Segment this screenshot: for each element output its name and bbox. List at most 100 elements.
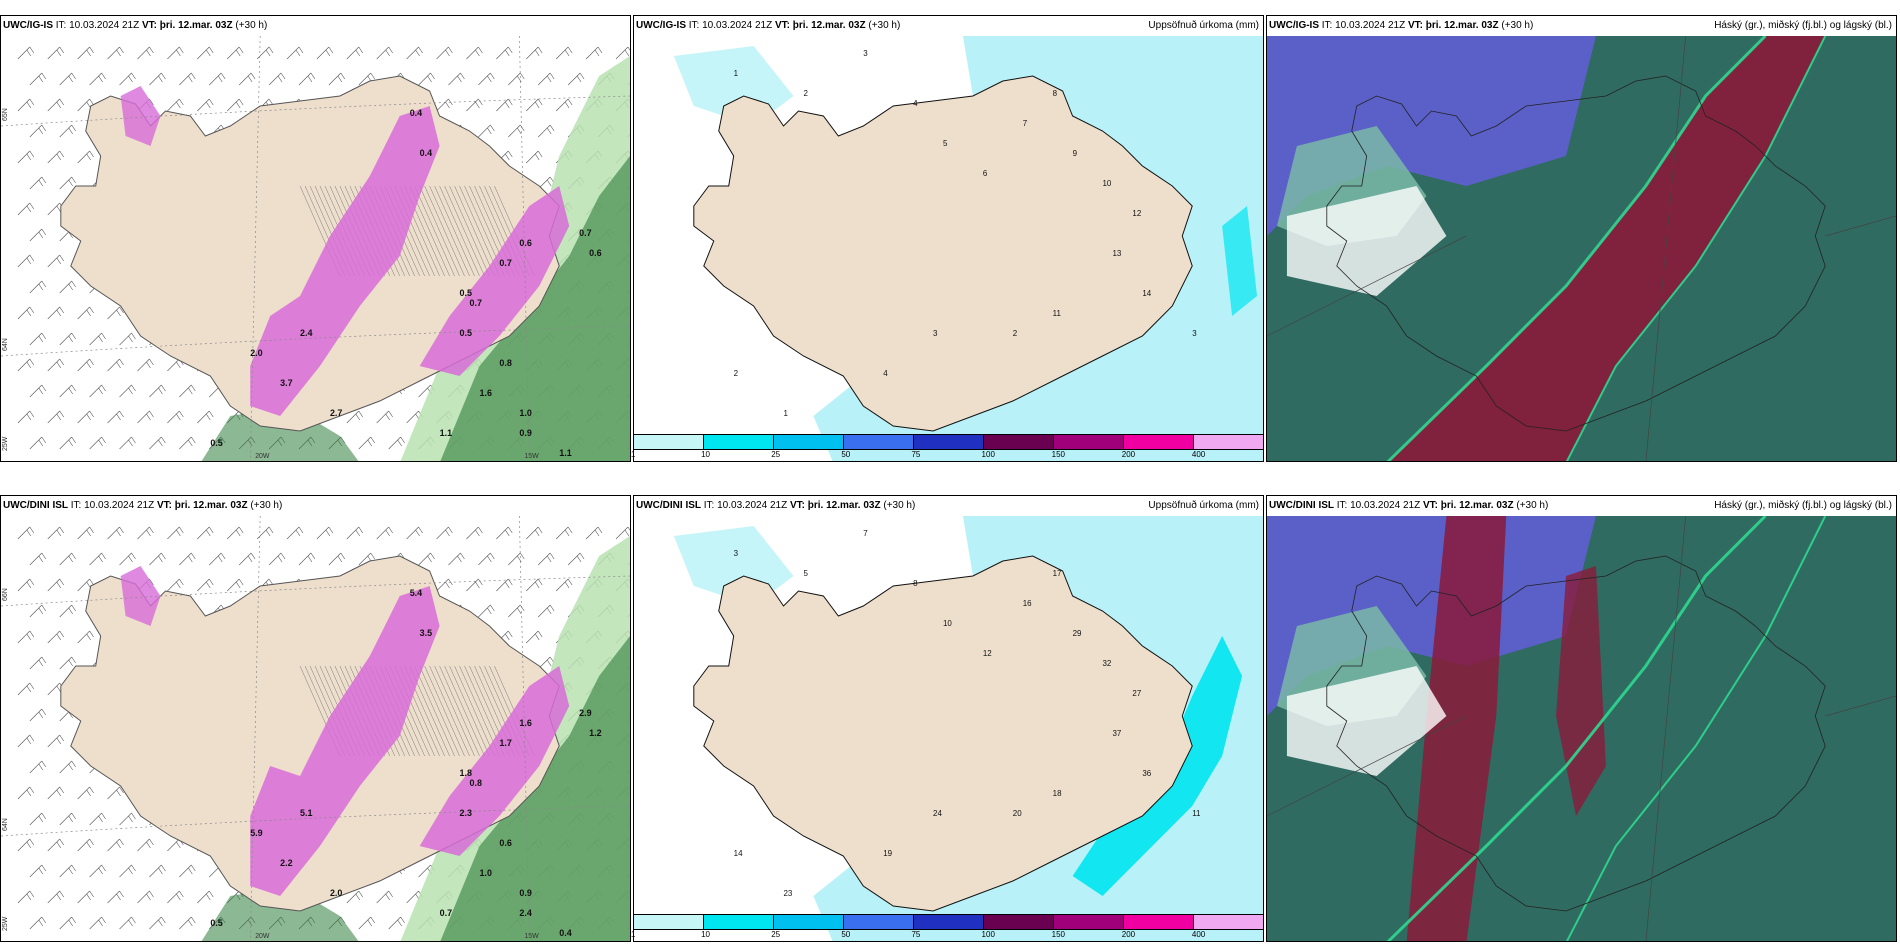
wind-barb (29, 864, 47, 878)
accum-value-label: 13 (1112, 249, 1121, 258)
wind-barb (17, 578, 35, 592)
wind-barb (256, 526, 274, 540)
wind-barb (137, 890, 154, 904)
wind-barb (197, 98, 214, 112)
wind-barb (179, 384, 196, 398)
wind-barb (149, 384, 166, 398)
hatch-line (419, 665, 460, 757)
wind-barb (466, 98, 483, 112)
accum-value-label: 10 (1103, 179, 1112, 188)
colorbar-label: 150 (1051, 930, 1066, 939)
wind-barb (149, 864, 166, 878)
colorbar-2: 1 10 25 50 75 100 150 200 400 (631, 912, 1264, 940)
lat-label: 25W (2, 916, 9, 931)
wind-barb (119, 436, 136, 450)
precip-value-label: 2.0 (250, 348, 262, 358)
precip-value-label: 0.6 (589, 248, 601, 258)
wind-barb (286, 46, 304, 60)
wind-barb (59, 332, 76, 346)
wind-barb (197, 578, 214, 592)
precip-value-label: 0.5 (460, 288, 472, 298)
hatch-line (434, 185, 475, 277)
wind-barb (328, 72, 346, 86)
wind-barb (496, 526, 513, 540)
wind-barb (47, 630, 64, 644)
wind-barb (209, 552, 226, 566)
wind-barb (17, 682, 35, 696)
wind-barb (107, 890, 124, 904)
lat-line (1825, 695, 1896, 717)
colorbar-label: 200 (1121, 930, 1136, 939)
accum-value-label: 2 (803, 89, 808, 98)
wind-barb (107, 410, 124, 424)
lat-line (1267, 715, 1467, 817)
accum-value-label: 17 (1053, 569, 1062, 578)
accum-value-label: 14 (734, 849, 743, 858)
wind-barb (107, 46, 124, 60)
accum-value-label: 7 (863, 529, 868, 538)
lon-line (1645, 36, 1687, 461)
wind-barb (59, 280, 76, 294)
wind-barb (466, 578, 483, 592)
wind-barb (448, 552, 465, 566)
precip-value-label: 2.4 (300, 328, 312, 338)
wind-barb (137, 410, 154, 424)
wind-barb (29, 812, 47, 826)
lat-label: 64N (2, 338, 9, 351)
wind-barb (77, 838, 94, 852)
wind-barb (17, 786, 35, 800)
wind-barb (526, 98, 543, 112)
wind-barb (526, 526, 543, 540)
wind-barb (29, 72, 47, 86)
wind-barb (77, 526, 94, 540)
precip-value-label: 1.2 (589, 728, 601, 738)
wind-barb (17, 630, 35, 644)
lon-line (519, 516, 530, 941)
wind-barb (526, 150, 543, 164)
colorbar-swatch (774, 915, 844, 929)
wind-barb (256, 46, 274, 60)
precip-value-label: 0.7 (470, 298, 482, 308)
colorbar-swatch (1194, 915, 1263, 929)
cloud-contour (1565, 36, 1827, 461)
wind-barb (59, 176, 76, 190)
wind-barb (538, 124, 555, 138)
snow-band-3 (120, 566, 161, 626)
wind-barb (226, 578, 244, 592)
wind-barb (119, 72, 136, 86)
map-accum-precip: 1 2 3 4 5 6 7 8 9 10 12 13 14 11 2 3 4 1 2 3 (634, 36, 1263, 461)
wind-barb (137, 358, 154, 372)
precip-value-label: 1.6 (519, 718, 531, 728)
colorbar-label: 25 (771, 450, 781, 459)
precip-value-label: 2.4 (519, 908, 531, 918)
colorbar-swatch (1194, 435, 1263, 449)
wind-barb (149, 916, 166, 930)
precip-value-label: 5.9 (250, 828, 262, 838)
colorbar-label: 400 (1191, 450, 1206, 459)
lat-line (1, 575, 630, 607)
lat-line (1267, 235, 1467, 337)
wind-barb (567, 72, 585, 86)
precip-value-label: 0.6 (499, 838, 511, 848)
wind-barb (406, 46, 423, 60)
wind-barb (29, 228, 47, 242)
wind-barb (436, 526, 453, 540)
snow-band-2 (419, 666, 570, 856)
wind-barb (77, 150, 94, 164)
colorbar-swatch (1124, 435, 1194, 449)
wind-barb (77, 890, 94, 904)
accum-value-label: 27 (1132, 689, 1141, 698)
accum-value-label: 24 (933, 809, 942, 818)
panel-header: UWC/IG-IS IT: 10.03.2024 21Z VT: þri. 12… (1, 16, 630, 36)
hatch-line (454, 185, 495, 277)
wind-barb (47, 254, 64, 268)
lon-label: 15W (524, 933, 539, 940)
precip-value-label: 1.8 (460, 768, 472, 778)
precip-value-label: 3.7 (280, 378, 292, 388)
wind-barb (149, 72, 166, 86)
precip-value-label: 0.5 (460, 328, 472, 338)
wind-barb (226, 98, 244, 112)
precip-value-label: 1.7 (499, 738, 511, 748)
precip-value-label: 0.8 (470, 778, 482, 788)
wind-barb (59, 656, 76, 670)
